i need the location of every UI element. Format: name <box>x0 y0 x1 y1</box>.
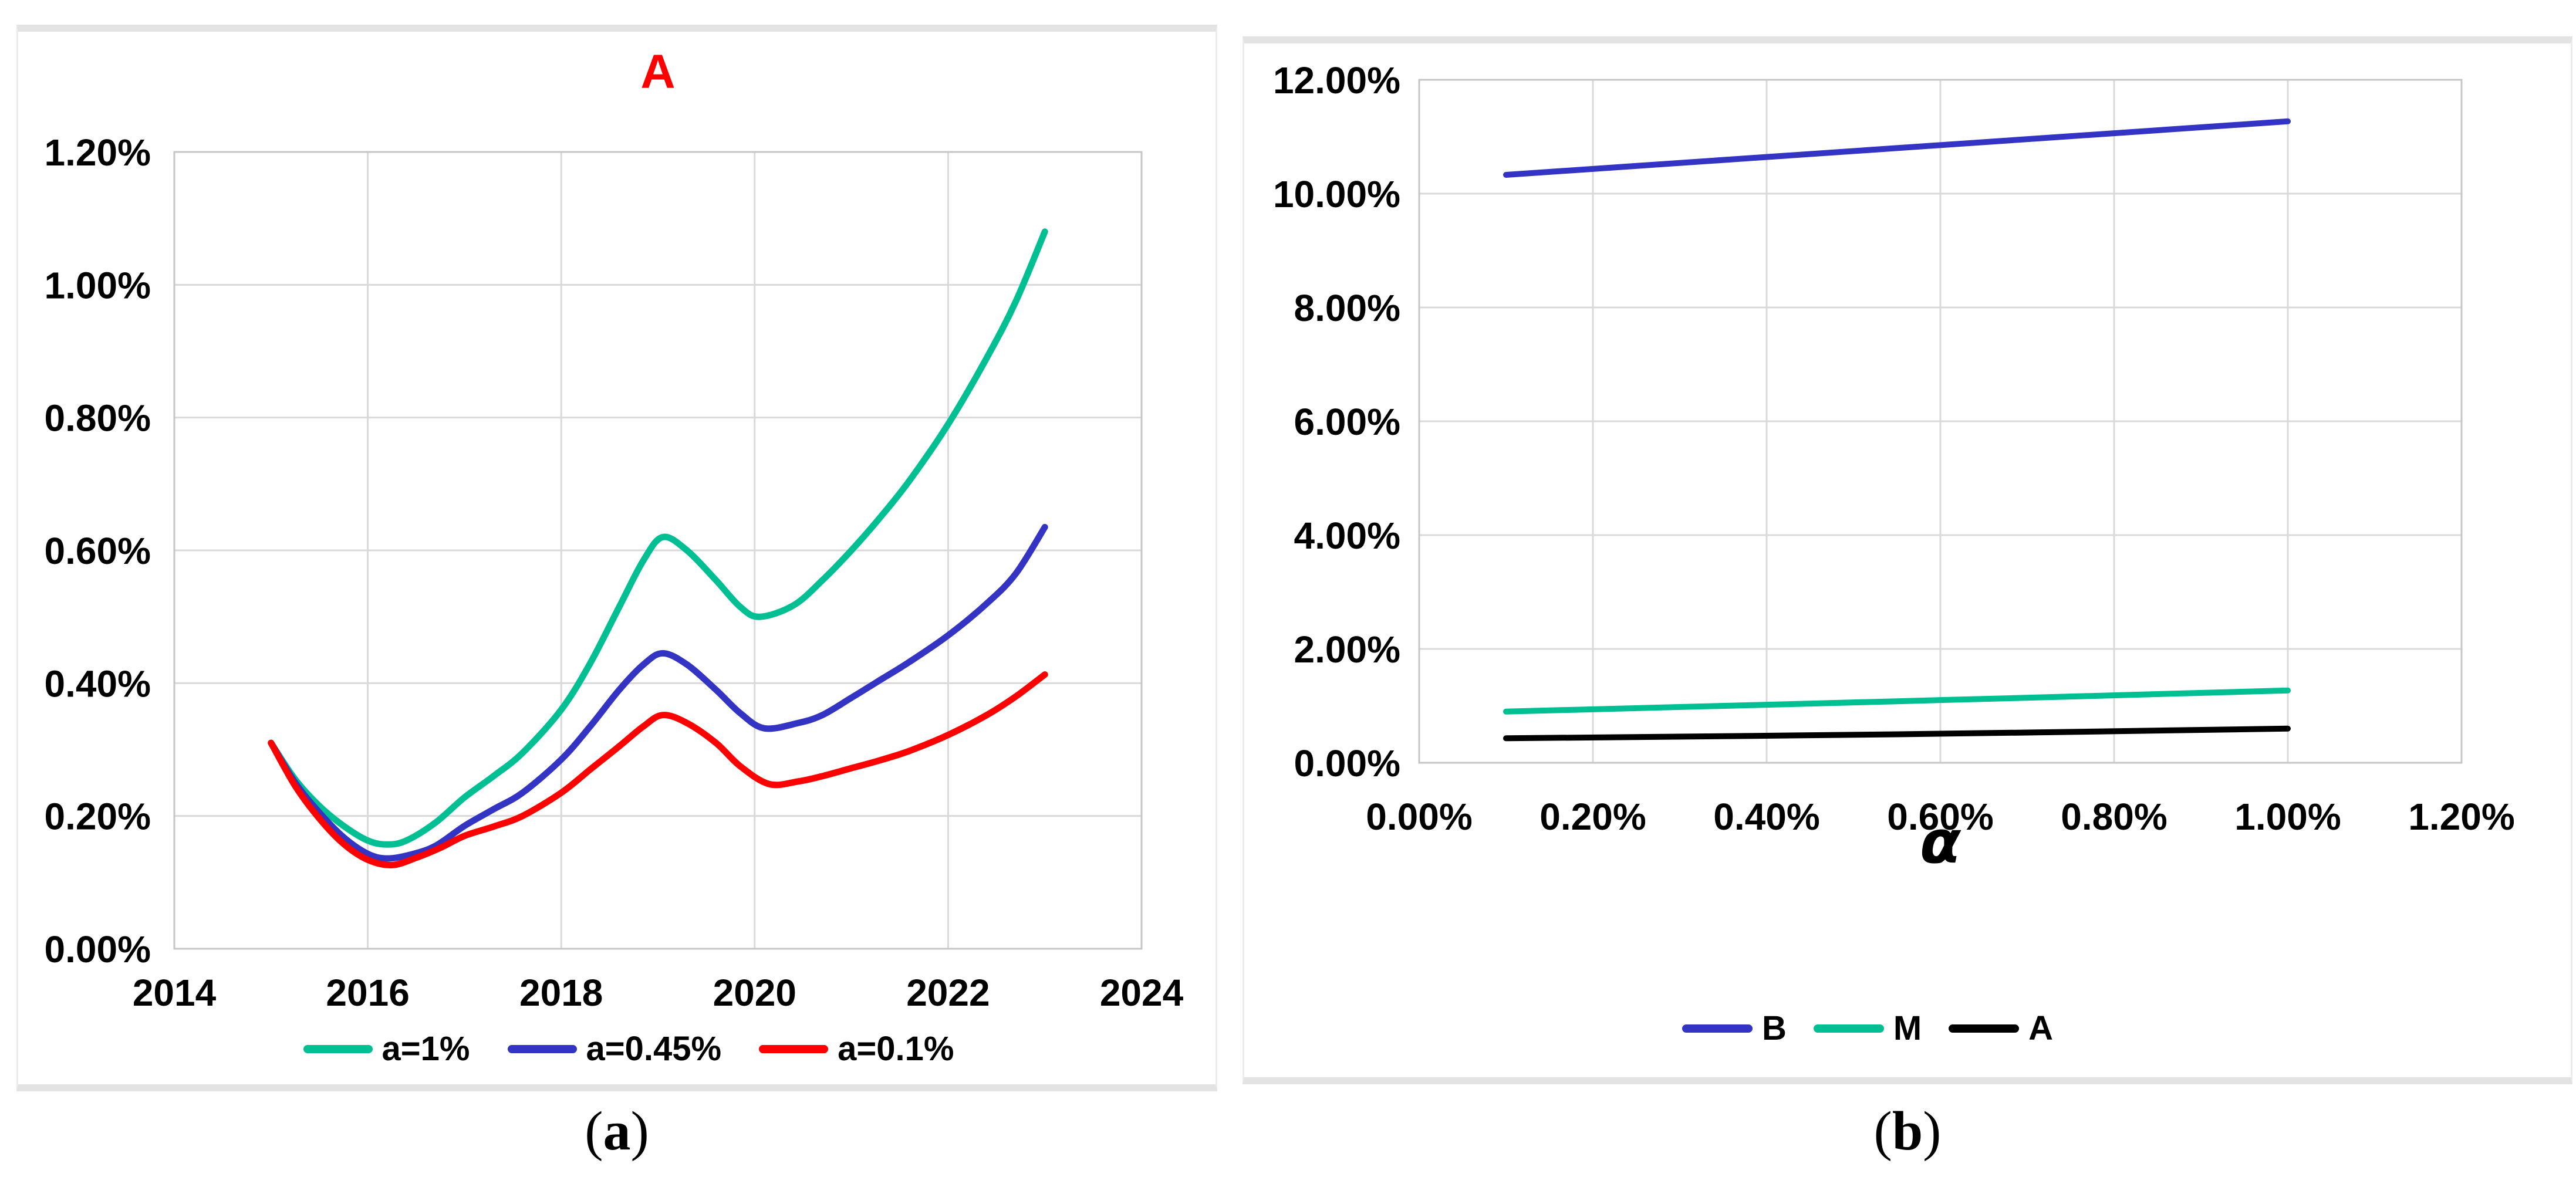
series-line-a-1- <box>268 228 1048 848</box>
x-axis-tick-label: 2016 <box>326 972 409 1014</box>
legend-item: a=1% <box>303 1029 470 1068</box>
chart-b-x-axis-title: α <box>1919 807 1961 877</box>
chart-panel-b: 12.00% 10.00% 8.00% 6.00% 4.00% 2.00% 0.00% 0.0… <box>1243 36 2572 1084</box>
x-axis-tick-label: 0.40% <box>1713 796 1819 838</box>
plot-border <box>173 151 1143 950</box>
series-line-a-0-45- <box>268 523 1048 862</box>
series-line-a-0-1- <box>268 671 1048 868</box>
legend-swatch <box>1813 1024 1884 1033</box>
legend-label: M <box>1893 1009 1922 1047</box>
legend-label: a=1% <box>381 1030 470 1068</box>
legend-item: a=0.1% <box>759 1029 954 1068</box>
y-axis-tick-label: 0.00% <box>1294 742 1400 784</box>
caption-a: (a) <box>16 1100 1217 1163</box>
chart-panel-a: A 1.20% 1.00% 0.80% 0.60% 0.40% 0.20% 0.00% 201… <box>16 25 1217 1091</box>
y-axis-tick-label: 0.80% <box>45 397 151 439</box>
x-axis-tick-label: 0.20% <box>1539 796 1646 838</box>
x-axis-tick-label: 2022 <box>906 972 990 1014</box>
x-axis-tick-label: 0.80% <box>2061 796 2167 838</box>
caption-b-close-paren: ) <box>1923 1101 1942 1162</box>
legend-swatch <box>507 1044 577 1053</box>
x-axis-tick-label: 2014 <box>133 972 217 1014</box>
chart-a-legend: a=1% a=0.45% a=0.1% <box>116 1029 1142 1068</box>
chart-b-plot-area: 12.00% 10.00% 8.00% 6.00% 4.00% 2.00% 0.00% 0.0… <box>1273 59 2515 838</box>
series-line-b <box>1503 118 2291 178</box>
plot-border <box>1418 79 2463 764</box>
caption-a-letter: a <box>603 1101 631 1162</box>
x-axis-tick-label: 2018 <box>519 972 603 1014</box>
legend-item: B <box>1682 1009 1787 1048</box>
series-line-m <box>1503 687 2291 715</box>
y-axis-tick-label: 1.00% <box>45 264 151 306</box>
x-axis-tick-label: 0.00% <box>1366 796 1472 838</box>
x-axis-tick-label: 2020 <box>713 972 796 1014</box>
legend-swatch <box>759 1044 829 1053</box>
caption-a-open-paren: ( <box>585 1101 603 1162</box>
y-axis-tick-label: 10.00% <box>1273 173 1400 215</box>
legend-label: B <box>1761 1009 1787 1047</box>
legend-swatch <box>303 1044 373 1053</box>
y-axis-tick-label: 4.00% <box>1294 515 1400 557</box>
y-axis-tick-label: 6.00% <box>1294 401 1400 443</box>
legend-label: A <box>2028 1009 2054 1047</box>
caption-b-letter: b <box>1892 1101 1923 1162</box>
legend-item: a=0.45% <box>507 1029 722 1068</box>
y-axis-tick-label: 0.20% <box>45 796 151 838</box>
caption-b-open-paren: ( <box>1873 1101 1892 1162</box>
y-axis-tick-label: 8.00% <box>1294 287 1400 329</box>
y-axis-tick-label: 2.00% <box>1294 628 1400 671</box>
x-axis-tick-label: 1.00% <box>2234 796 2341 838</box>
legend-item: A <box>1949 1009 2053 1048</box>
x-axis-tick-label: 0.60% <box>1887 796 1993 838</box>
x-axis-tick-label: 1.20% <box>2408 796 2514 838</box>
y-axis-tick-label: 0.40% <box>45 662 151 705</box>
series-line-a <box>1503 725 2291 742</box>
legend-label: a=0.1% <box>838 1030 954 1068</box>
legend-swatch <box>1949 1024 2020 1033</box>
chart-a-plot-area: 1.20% 1.00% 0.80% 0.60% 0.40% 0.20% 0.00%2014 2… <box>45 131 1184 1014</box>
y-axis-tick-label: 12.00% <box>1273 59 1400 102</box>
x-axis-tick-label: 2024 <box>1100 972 1184 1014</box>
y-axis-tick-label: 0.00% <box>45 928 151 970</box>
legend-swatch <box>1682 1024 1753 1033</box>
caption-a-close-paren: ) <box>630 1101 649 1162</box>
y-axis-tick-label: 1.20% <box>45 131 151 174</box>
legend-label: a=0.45% <box>586 1030 722 1068</box>
legend-item: M <box>1813 1009 1922 1048</box>
chart-a-title: A <box>640 45 676 99</box>
caption-b: (b) <box>1243 1100 2572 1163</box>
y-axis-tick-label: 0.60% <box>45 530 151 572</box>
